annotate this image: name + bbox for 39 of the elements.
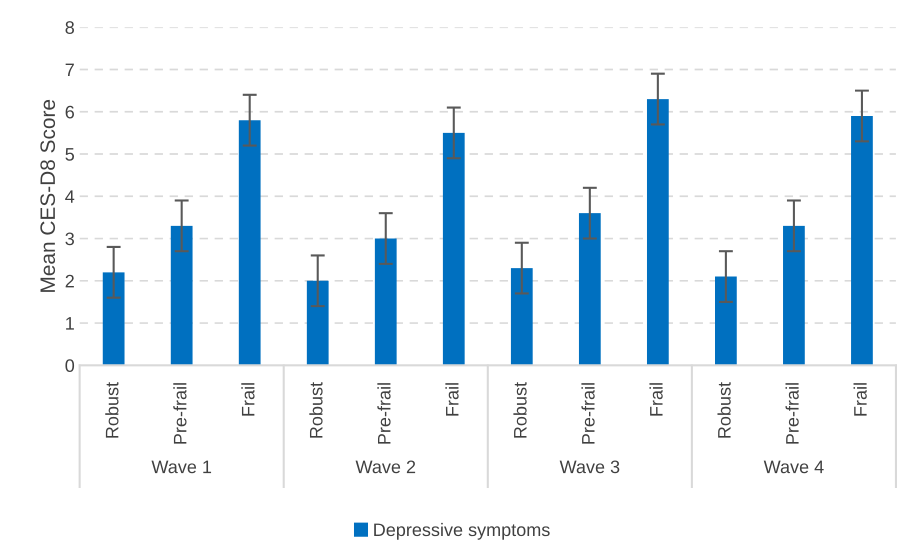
bar [646,99,669,366]
text: Wave 1 [151,460,212,474]
bar [510,268,533,366]
x-tick-label: Frail [445,383,459,416]
bar [578,213,601,366]
y-tick-label: 0 [65,359,74,372]
x-tick-label: Frail [241,383,255,416]
x-tick-label: Pre-frail [581,383,595,444]
bar [851,116,873,366]
text: Wave 3 [560,460,620,474]
x-tick-label: Robust [105,382,118,438]
y-tick-label: 8 [66,21,74,34]
x-tick-label: Pre-frail [377,383,391,444]
x-tick-label: Frail [649,383,663,416]
y-tick-label: 4 [65,190,74,203]
text: Wave 2 [356,460,416,474]
bar [102,272,125,366]
x-tick-label: Robust [513,382,527,438]
y-tick-label: 3 [65,232,74,246]
y-tick-label: 5 [65,148,74,161]
bar [442,132,465,366]
x-tick-label: Robust [717,382,731,438]
text: Wave 4 [764,460,824,474]
y-tick-label: 1 [66,317,74,330]
bar [783,226,805,366]
y-axis-title: Mean CES-D8 Score [40,100,56,292]
x-tick-label: Pre-frail [785,383,799,444]
bar [715,276,737,366]
x-tick-label: Robust [309,382,323,438]
y-tick-label: 6 [66,106,74,118]
bar [374,238,397,366]
x-tick-label: Frail [854,383,867,416]
y-tick-label: 7 [66,64,74,76]
legend-label: Depressive symptoms [374,522,550,540]
y-tick-label: 2 [66,274,74,288]
x-tick-label: Pre-frail [173,383,187,444]
bar [306,280,329,366]
bar [238,120,261,366]
bar [170,226,193,366]
